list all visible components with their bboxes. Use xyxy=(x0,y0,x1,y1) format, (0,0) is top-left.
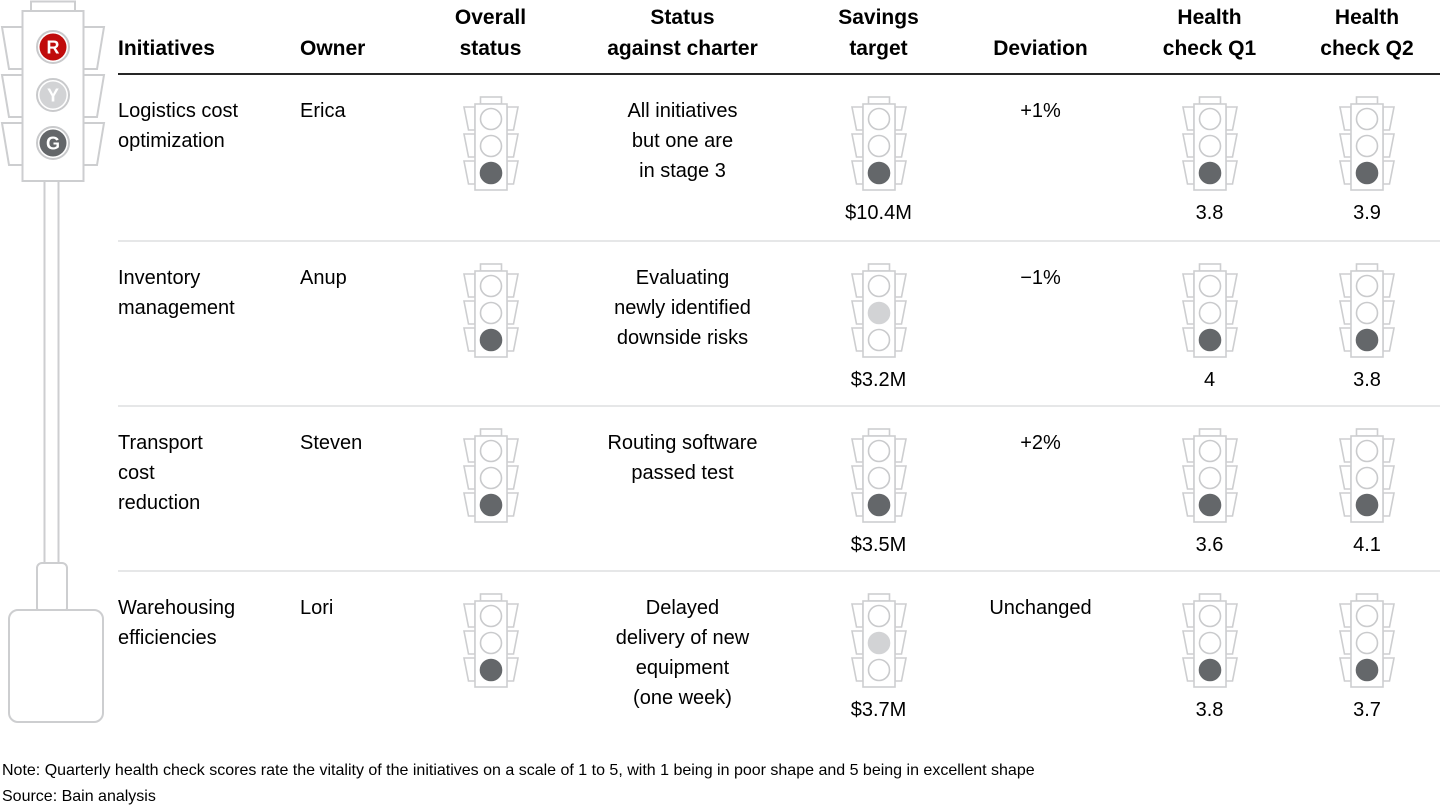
health-q1-score: 3.6 xyxy=(1195,534,1224,556)
overall-status-light-icon xyxy=(462,263,519,358)
initiatives-table: Initiatives Owner Overall status Status … xyxy=(118,0,1440,735)
col-header-savings-target: Savings target xyxy=(838,6,919,60)
deviation-value: +2% xyxy=(1020,432,1061,454)
health-q1-light-icon xyxy=(1181,593,1238,688)
footer: Note: Quarterly health check scores rate… xyxy=(2,758,1035,810)
owner-name: Steven xyxy=(300,432,363,454)
health-q2-score: 3.9 xyxy=(1353,202,1381,224)
initiative-name: Warehousing efficiencies xyxy=(118,597,236,649)
owner-name: Anup xyxy=(300,267,347,289)
col-header-health-check-q2: Health check Q2 xyxy=(1320,6,1414,60)
charter-status-text: Routing software passed test xyxy=(607,432,758,484)
deviation-value: −1% xyxy=(1020,267,1061,289)
table-row: Warehousing efficiencies Lori Delayed de… xyxy=(118,570,1440,735)
note-text: Note: Quarterly health check scores rate… xyxy=(2,762,1035,779)
table-row: Inventory management Anup Evaluating new… xyxy=(118,240,1440,405)
health-q1-light-icon xyxy=(1181,263,1238,358)
health-q1-score: 3.8 xyxy=(1195,202,1224,224)
yellow-light xyxy=(39,81,67,109)
deviation-value: Unchanged xyxy=(989,597,1092,619)
health-q1-light-icon xyxy=(1181,428,1238,523)
col-header-overall-status: Overall status xyxy=(454,6,527,60)
savings-target-light-icon xyxy=(850,263,907,358)
savings-target-light-icon xyxy=(850,96,907,191)
col-header-status-against-charter: Status against charter xyxy=(607,6,758,60)
savings-target-light-icon xyxy=(850,428,907,523)
green-light xyxy=(39,129,67,157)
health-q1-score: 3.8 xyxy=(1195,699,1224,721)
col-header-deviation: Deviation xyxy=(993,37,1088,60)
table-header-row: Initiatives Owner Overall status Status … xyxy=(118,0,1440,75)
charter-status-text: Evaluating newly identified downside ris… xyxy=(614,267,751,349)
initiative-name: Logistics cost optimization xyxy=(118,100,239,152)
deviation-value: +1% xyxy=(1020,100,1061,122)
initiative-name: Transport cost reduction xyxy=(118,432,203,514)
health-q1-score: 4 xyxy=(1203,369,1216,391)
col-header-initiatives: Initiatives xyxy=(118,37,215,60)
health-q2-score: 3.8 xyxy=(1353,369,1381,391)
overall-status-light-icon xyxy=(462,96,519,191)
health-q2-light-icon xyxy=(1339,263,1395,358)
charter-status-text: All initiatives but one are in stage 3 xyxy=(627,100,738,182)
health-q2-light-icon xyxy=(1339,428,1395,523)
traffic-light-illustration: R Y G xyxy=(0,0,106,723)
overall-status-light-icon xyxy=(462,428,519,523)
savings-target-value: $10.4M xyxy=(845,202,912,224)
health-q2-light-icon xyxy=(1339,593,1395,688)
red-light-letter: R xyxy=(47,38,60,58)
owner-name: Erica xyxy=(300,100,346,122)
source-text: Source: Bain analysis xyxy=(2,788,156,805)
yellow-light-letter: Y xyxy=(47,86,59,106)
overall-status-light-icon xyxy=(462,593,519,688)
savings-target-light-icon xyxy=(850,593,907,688)
health-q2-score: 3.7 xyxy=(1353,699,1381,721)
red-light xyxy=(39,33,67,61)
health-q2-light-icon xyxy=(1339,96,1395,191)
savings-target-value: $3.7M xyxy=(850,699,907,721)
initiative-name: Inventory management xyxy=(118,267,235,319)
green-light-letter: G xyxy=(46,134,60,154)
table-row: Logistics cost optimization Erica All in… xyxy=(118,75,1440,240)
col-header-health-check-q1: Health check Q1 xyxy=(1162,6,1257,60)
owner-name: Lori xyxy=(300,597,334,619)
charter-status-text: Delayed delivery of new equipment (one w… xyxy=(615,597,750,709)
table-row: Transport cost reduction Steven Routing … xyxy=(118,405,1440,570)
health-q1-light-icon xyxy=(1181,96,1238,191)
traffic-light-graphic: R Y G xyxy=(0,0,110,730)
health-q2-score: 4.1 xyxy=(1353,534,1381,556)
col-header-owner: Owner xyxy=(300,37,366,60)
savings-target-value: $3.5M xyxy=(850,534,907,556)
savings-target-value: $3.2M xyxy=(850,369,907,391)
